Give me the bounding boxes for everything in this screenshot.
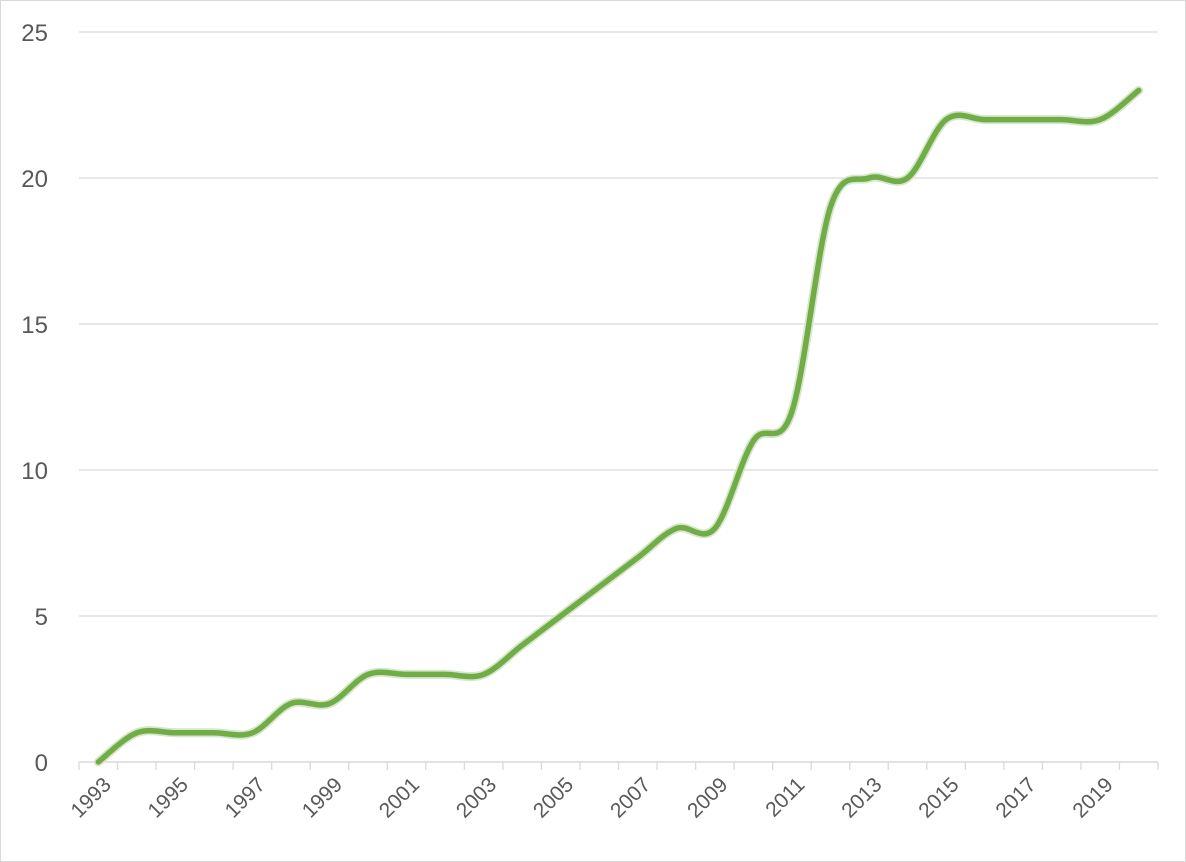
data-point-2020 — [1136, 87, 1142, 93]
data-point-2018 — [1059, 117, 1065, 123]
data-point-2006 — [596, 584, 602, 590]
y-tick-label: 20 — [21, 166, 48, 193]
data-point-2004 — [519, 642, 525, 648]
data-point-2019 — [1097, 117, 1103, 123]
x-tick-label: 1997 — [221, 773, 270, 822]
data-point-1994 — [134, 730, 140, 736]
x-tick-label: 2003 — [452, 773, 501, 822]
data-point-1995 — [172, 730, 178, 736]
data-point-1996 — [211, 730, 217, 736]
y-tick-label: 25 — [21, 20, 48, 47]
data-point-2011 — [789, 409, 795, 415]
data-point-2016 — [982, 117, 988, 123]
x-tick-label: 1993 — [67, 773, 116, 822]
data-point-2014 — [905, 175, 911, 181]
axes — [78, 761, 1159, 770]
y-tick-label: 0 — [35, 750, 48, 777]
data-point-2013 — [866, 175, 872, 181]
x-tick-label: 2019 — [1068, 773, 1117, 822]
x-tick-label: 2009 — [683, 773, 732, 822]
data-point-2008 — [673, 525, 679, 531]
y-tick-labels: 0 5 10 15 20 25 — [21, 20, 48, 777]
gridlines — [79, 31, 1158, 617]
data-point-2010 — [750, 438, 756, 444]
data-point-2003 — [481, 671, 487, 677]
series-line-halo — [93, 85, 1144, 767]
x-tick-label: 2017 — [991, 773, 1040, 822]
x-tick-label: 2011 — [761, 773, 809, 821]
data-point-1993 — [95, 759, 101, 765]
x-tick-labels: 1993 1995 1997 1999 2001 2003 2005 2007 2009 2011… — [67, 773, 1118, 822]
data-point-2015 — [943, 117, 949, 123]
y-tick-label: 10 — [21, 458, 48, 485]
x-tick-label: 2015 — [914, 773, 963, 822]
x-tick-label: 1999 — [298, 773, 347, 822]
data-point-1999 — [327, 701, 333, 707]
x-tick-label: 2001 — [375, 773, 424, 822]
data-point-1998 — [288, 701, 294, 707]
data-point-2007 — [635, 555, 641, 561]
y-tick-label: 15 — [21, 312, 48, 339]
data-point-2017 — [1020, 117, 1026, 123]
data-point-1997 — [249, 730, 255, 736]
data-point-2001 — [404, 671, 410, 677]
series-group — [93, 85, 1144, 767]
data-point-2005 — [558, 613, 564, 619]
data-point-2012 — [827, 204, 833, 210]
y-tick-label: 5 — [35, 604, 48, 631]
x-tick-label: 1995 — [144, 773, 193, 822]
data-point-2000 — [365, 671, 371, 677]
data-point-2009 — [712, 525, 718, 531]
x-tick-label: 2007 — [606, 773, 655, 822]
x-tick-label: 2005 — [529, 773, 578, 822]
x-tick-label: 2013 — [837, 773, 886, 822]
series-line — [95, 87, 1142, 765]
data-point-2002 — [442, 671, 448, 677]
